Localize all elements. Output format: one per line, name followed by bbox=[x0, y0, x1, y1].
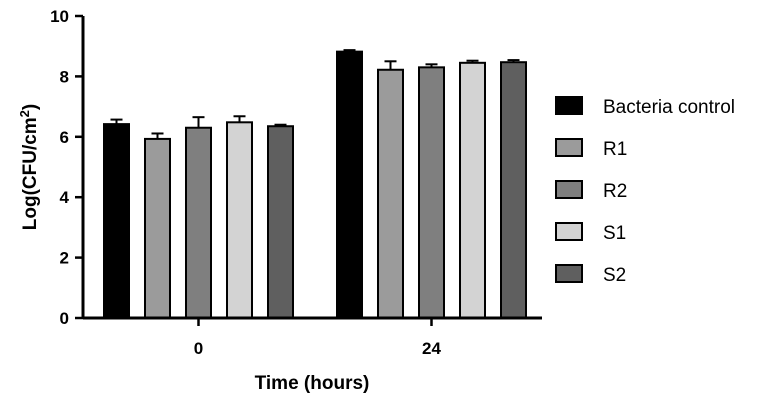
y-tick-label: 4 bbox=[60, 188, 70, 207]
y-tick-label: 10 bbox=[50, 7, 69, 26]
y-tick-label: 8 bbox=[60, 67, 69, 86]
bar-bacteria-control-t0 bbox=[103, 123, 130, 319]
bar-r1-t0 bbox=[144, 137, 171, 319]
bar-r1-t24 bbox=[377, 68, 404, 319]
x-axis-title: Time (hours) bbox=[255, 373, 370, 394]
legend-label-bacteria-control: Bacteria control bbox=[603, 97, 735, 118]
bar-bacteria-control-t24 bbox=[336, 50, 363, 320]
y-axis-title-close: ) bbox=[20, 104, 41, 110]
y-tick-label: 6 bbox=[60, 128, 69, 147]
legend-swatch-r1 bbox=[555, 138, 583, 157]
legend-swatch-bacteria-control bbox=[555, 96, 583, 115]
x-tick-label: 0 bbox=[194, 339, 203, 358]
error-bars-layer bbox=[110, 49, 520, 139]
y-ticks: 0 2 4 6 8 10 bbox=[50, 7, 83, 328]
bar-s1-t0 bbox=[226, 121, 253, 319]
x-tick-label: 24 bbox=[422, 339, 441, 358]
axes bbox=[81, 16, 542, 320]
legend-label-s2: S2 bbox=[603, 265, 626, 286]
legend-label-r1: R1 bbox=[603, 139, 627, 160]
legend-label-s1: S1 bbox=[603, 223, 626, 244]
y-axis-title-main: Log(CFU/cm bbox=[20, 117, 41, 230]
y-tick-label: 0 bbox=[60, 309, 69, 328]
legend-swatch-s2 bbox=[555, 264, 583, 283]
x-ticks: 0 24 bbox=[194, 318, 441, 358]
legend-label-r2: R2 bbox=[603, 181, 627, 202]
bar-s1-t24 bbox=[459, 61, 486, 320]
y-axis-title: Log(CFU/cm2) bbox=[17, 104, 42, 231]
y-tick-label: 2 bbox=[60, 249, 69, 268]
bar-r2-t0 bbox=[185, 126, 212, 319]
y-axis-title-superscript: 2 bbox=[17, 110, 32, 117]
legend-swatch-r2 bbox=[555, 180, 583, 199]
bar-s2-t0 bbox=[267, 125, 294, 320]
bar-s2-t24 bbox=[500, 61, 527, 320]
legend-swatch-s1 bbox=[555, 222, 583, 241]
bar-r2-t24 bbox=[418, 66, 445, 319]
bars-layer bbox=[103, 50, 527, 320]
legend: Bacteria control R1 R2 S1 S2 bbox=[555, 96, 735, 286]
